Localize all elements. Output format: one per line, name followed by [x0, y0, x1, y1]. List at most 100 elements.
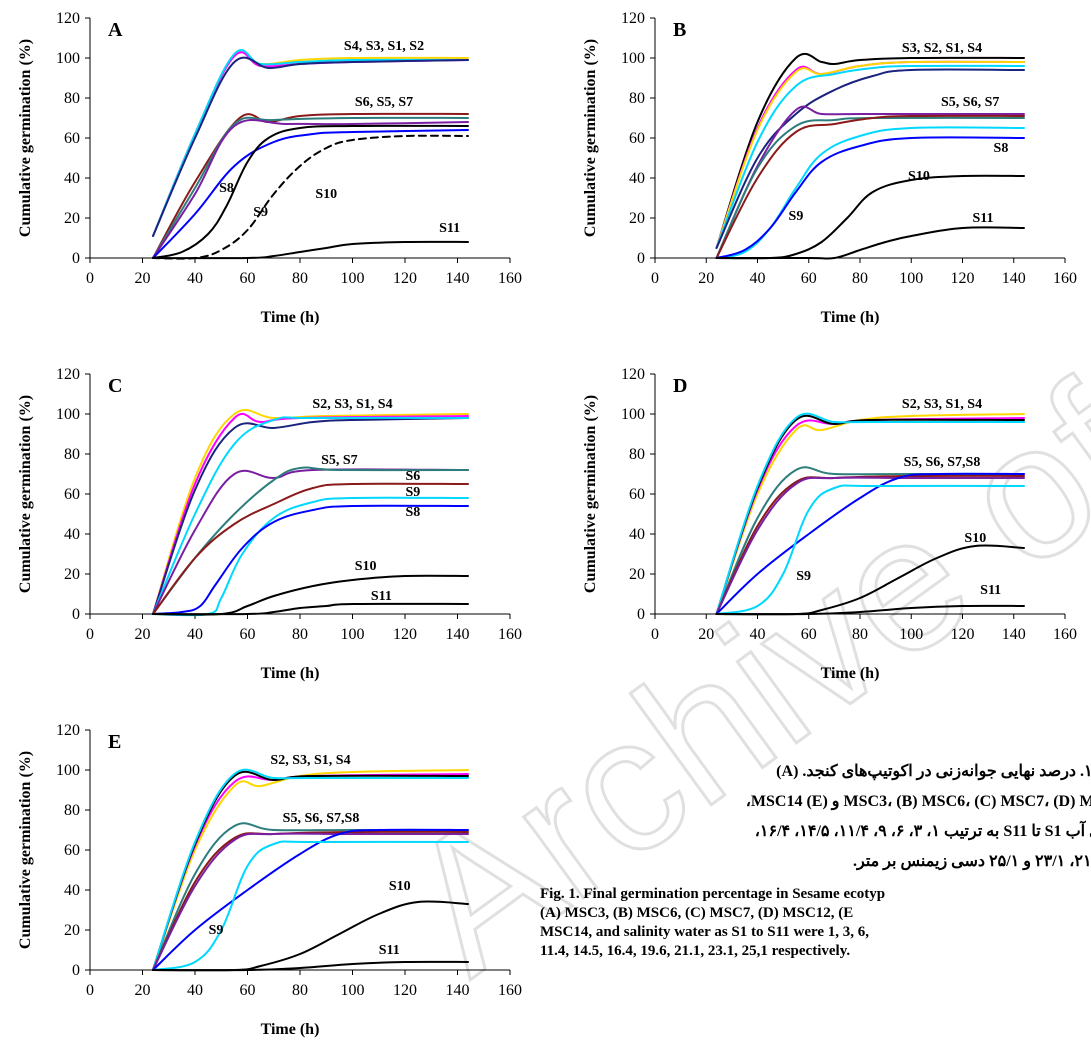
panel-label: E [108, 731, 121, 753]
series-line [152, 832, 469, 971]
series-annotation: S5, S6, S7,S8 [904, 455, 981, 470]
x-tick-label: 60 [801, 626, 817, 643]
x-axis-label: Time (h) [821, 665, 880, 682]
series-annotation: S9 [796, 569, 811, 584]
y-tick-label: 40 [629, 170, 645, 187]
x-tick-label: 100 [341, 626, 365, 643]
y-tick-label: 0 [72, 606, 80, 623]
chart-c: 0 20 40 60 80 100 120 0 20 40 60 80 100 120 140 160 Time… [17, 366, 522, 682]
series-annotation: S11 [980, 583, 1001, 598]
series-annotation: S2, S3, S1, S4 [312, 397, 392, 412]
series-annotation: S3, S2, S1, S4 [902, 41, 982, 56]
series-annotation: S2, S3, S1, S4 [270, 753, 350, 768]
x-tick-label: 100 [899, 270, 923, 287]
series-line [715, 60, 1025, 249]
y-tick-label: 80 [64, 802, 80, 819]
series-line [152, 602, 469, 616]
series-annotation: S10 [355, 559, 377, 574]
x-axis-label: Time (h) [261, 309, 320, 326]
x-tick-label: 140 [446, 626, 470, 643]
x-tick-label: 60 [801, 270, 817, 287]
y-tick-label: 40 [64, 882, 80, 899]
y-tick-label: 80 [629, 446, 645, 463]
x-tick-label: 80 [292, 626, 308, 643]
series-line [152, 129, 469, 259]
series-annotation: S8 [994, 141, 1009, 156]
series-line [152, 769, 469, 971]
x-tick-label: 100 [899, 626, 923, 643]
x-tick-label: 120 [951, 626, 975, 643]
x-tick-label: 160 [498, 626, 522, 643]
series-line [715, 413, 1025, 615]
caption-english: Fig. 1. Final germination percentage in … [540, 885, 1091, 961]
y-tick-label: 0 [637, 606, 645, 623]
series-annotation: S5, S6, S7,S8 [283, 811, 360, 826]
y-tick-label: 20 [629, 210, 645, 227]
y-tick-label: 80 [64, 90, 80, 107]
y-tick-label: 60 [64, 130, 80, 147]
caption-english-line: Fig. 1. Final germination percentage in … [540, 886, 886, 902]
x-tick-label: 120 [951, 270, 975, 287]
series-annotation: S2, S3, S1, S4 [902, 397, 982, 412]
series-line [715, 226, 1025, 260]
series-line [152, 768, 469, 971]
y-tick-label: 20 [64, 922, 80, 939]
series-line [715, 476, 1025, 615]
x-tick-label: 160 [1053, 626, 1077, 643]
series-line [152, 828, 469, 971]
caption-english-line: 11.4, 14.5, 16.4, 19.6, 21.1, 23.1, 25,1… [540, 943, 851, 959]
figure-caption: شکل ۱. درصد نهایی جوانه‌زنی در اکوتیپ‌ها… [540, 757, 1091, 961]
series-line [152, 49, 469, 237]
series-line [715, 52, 1025, 249]
series-line [152, 822, 469, 971]
y-tick-label: 20 [64, 566, 80, 583]
series-line [152, 840, 469, 971]
x-tick-label: 0 [651, 626, 659, 643]
y-tick-label: 40 [64, 526, 80, 543]
y-tick-label: 100 [56, 406, 80, 423]
panel-label: D [673, 375, 687, 397]
chart-panel-b: 0 20 40 60 80 100 120 0 20 40 60 80 100 120 140 160 Time… [560, 0, 1091, 350]
y-tick-label: 60 [64, 486, 80, 503]
series-line [715, 484, 1025, 615]
caption-persian-line: ۱۹، ۲۱/۱، ۲۳/۱ و ۲۵/۱ دسی زیمنس بر متر. [853, 853, 1091, 870]
chart-panel-a: 0 20 40 60 80 100 120 0 20 40 60 80 100 120 140 160 Time… [0, 0, 540, 350]
series-annotation: S9 [209, 923, 224, 938]
x-tick-label: 60 [240, 626, 256, 643]
y-tick-label: 40 [629, 526, 645, 543]
x-tick-label: 100 [341, 982, 365, 999]
x-tick-label: 160 [498, 270, 522, 287]
series-annotation: S11 [972, 211, 993, 226]
series-annotation: S10 [908, 169, 930, 184]
x-tick-label: 120 [393, 270, 417, 287]
y-tick-label: 80 [629, 90, 645, 107]
y-tick-label: 120 [56, 366, 80, 383]
x-tick-label: 20 [135, 982, 151, 999]
x-tick-label: 0 [86, 626, 94, 643]
y-tick-label: 20 [629, 566, 645, 583]
caption-persian-line: شکل ۱. درصد نهایی جوانه‌زنی در اکوتیپ‌ها… [776, 763, 1091, 780]
series-line [715, 412, 1025, 615]
chart-panel-c: 0 20 40 60 80 100 120 0 20 40 60 80 100 120 140 160 Time… [0, 356, 540, 706]
series-annotation: S6 [405, 469, 420, 484]
x-axis-label: Time (h) [821, 309, 880, 326]
series-line [152, 240, 469, 260]
series-line [152, 960, 469, 972]
x-tick-label: 40 [187, 270, 203, 287]
series-annotation: S9 [253, 205, 268, 220]
y-tick-label: 120 [56, 722, 80, 739]
x-axis-label: Time (h) [261, 665, 320, 682]
y-tick-label: 40 [64, 170, 80, 187]
caption-persian-line: MSC3، (B) MSC6، (C) MSC7، (D) MSC12 و (E… [745, 793, 1091, 810]
caption-english-line: MSC14, and salinity water as S1 to S11 w… [540, 924, 870, 940]
x-tick-label: 80 [852, 270, 868, 287]
chart-panel-d: 0 20 40 60 80 100 120 0 20 40 60 80 100 120 140 160 Time… [560, 356, 1091, 706]
series-annotation: S5, S6, S7 [941, 95, 999, 110]
series-line [715, 136, 1025, 259]
y-axis-label: Cumulative germination (%) [17, 39, 34, 237]
chart-panel-e: 0 20 40 60 80 100 120 0 20 40 60 80 100 120 140 160 Time… [0, 712, 540, 1051]
series-annotation: S6, S5, S7 [355, 95, 413, 110]
series-line [715, 472, 1025, 615]
series-annotation: S10 [315, 187, 337, 202]
x-tick-label: 140 [1002, 270, 1026, 287]
